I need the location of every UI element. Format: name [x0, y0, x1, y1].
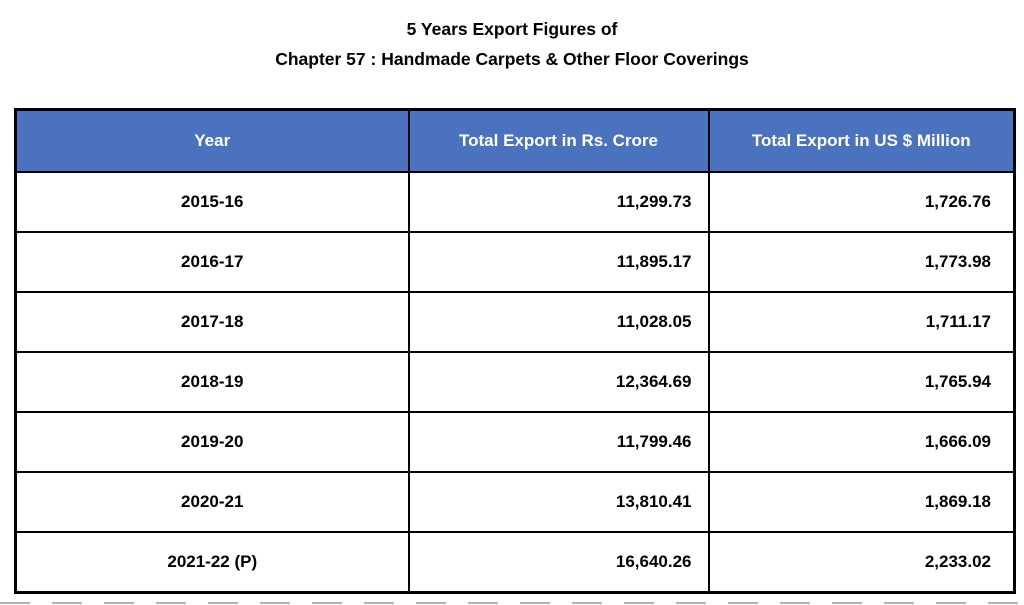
rs-crore-cell: 13,810.41: [407, 471, 710, 533]
export-table: Year Total Export in Rs. Crore Total Exp…: [14, 108, 1016, 594]
year-cell: 2021-22 (P): [14, 531, 410, 594]
table-row: 2017-18 11,028.05 1,711.17: [14, 291, 1016, 353]
usd-million-cell: 1,726.76: [707, 171, 1016, 233]
year-cell: 2020-21: [14, 471, 410, 533]
rs-crore-cell: 11,028.05: [407, 291, 710, 353]
table-row: 2018-19 12,364.69 1,765.94: [14, 351, 1016, 413]
table-row: 2015-16 11,299.73 1,726.76: [14, 171, 1016, 233]
rs-crore-cell: 11,799.46: [407, 411, 710, 473]
usd-million-cell: 1,869.18: [707, 471, 1016, 533]
year-cell: 2019-20: [14, 411, 410, 473]
table-row: 2021-22 (P) 16,640.26 2,233.02: [14, 531, 1016, 594]
year-cell: 2015-16: [14, 171, 410, 233]
rs-crore-cell: 12,364.69: [407, 351, 710, 413]
page-title-line1: 5 Years Export Figures of: [406, 19, 618, 39]
usd-million-cell: 1,666.09: [707, 411, 1016, 473]
column-header-rs-crore: Total Export in Rs. Crore: [407, 108, 710, 173]
rs-crore-cell: 16,640.26: [407, 531, 710, 594]
header-row: Year Total Export in Rs. Crore Total Exp…: [14, 108, 1016, 173]
column-header-usd-million: Total Export in US $ Million: [707, 108, 1016, 173]
usd-million-cell: 1,773.98: [707, 231, 1016, 293]
rs-crore-cell: 11,299.73: [407, 171, 710, 233]
column-header-year: Year: [14, 108, 410, 173]
year-cell: 2017-18: [14, 291, 410, 353]
cropped-bottom-dashed-line: [0, 602, 1024, 604]
year-cell: 2018-19: [14, 351, 410, 413]
usd-million-cell: 1,711.17: [707, 291, 1016, 353]
table-row: 2020-21 13,810.41 1,869.18: [14, 471, 1016, 533]
year-cell: 2016-17: [14, 231, 410, 293]
page-title: 5 Years Export Figures of Chapter 57 : H…: [0, 14, 1024, 74]
export-table-header: Year Total Export in Rs. Crore Total Exp…: [14, 108, 1016, 173]
usd-million-cell: 2,233.02: [707, 531, 1016, 594]
export-table-container: Year Total Export in Rs. Crore Total Exp…: [14, 108, 1016, 594]
page-title-line2: Chapter 57 : Handmade Carpets & Other Fl…: [275, 49, 749, 69]
table-row: 2016-17 11,895.17 1,773.98: [14, 231, 1016, 293]
table-row: 2019-20 11,799.46 1,666.09: [14, 411, 1016, 473]
usd-million-cell: 1,765.94: [707, 351, 1016, 413]
export-table-body: 2015-16 11,299.73 1,726.76 2016-17 11,895.17…: [14, 171, 1016, 594]
rs-crore-cell: 11,895.17: [407, 231, 710, 293]
